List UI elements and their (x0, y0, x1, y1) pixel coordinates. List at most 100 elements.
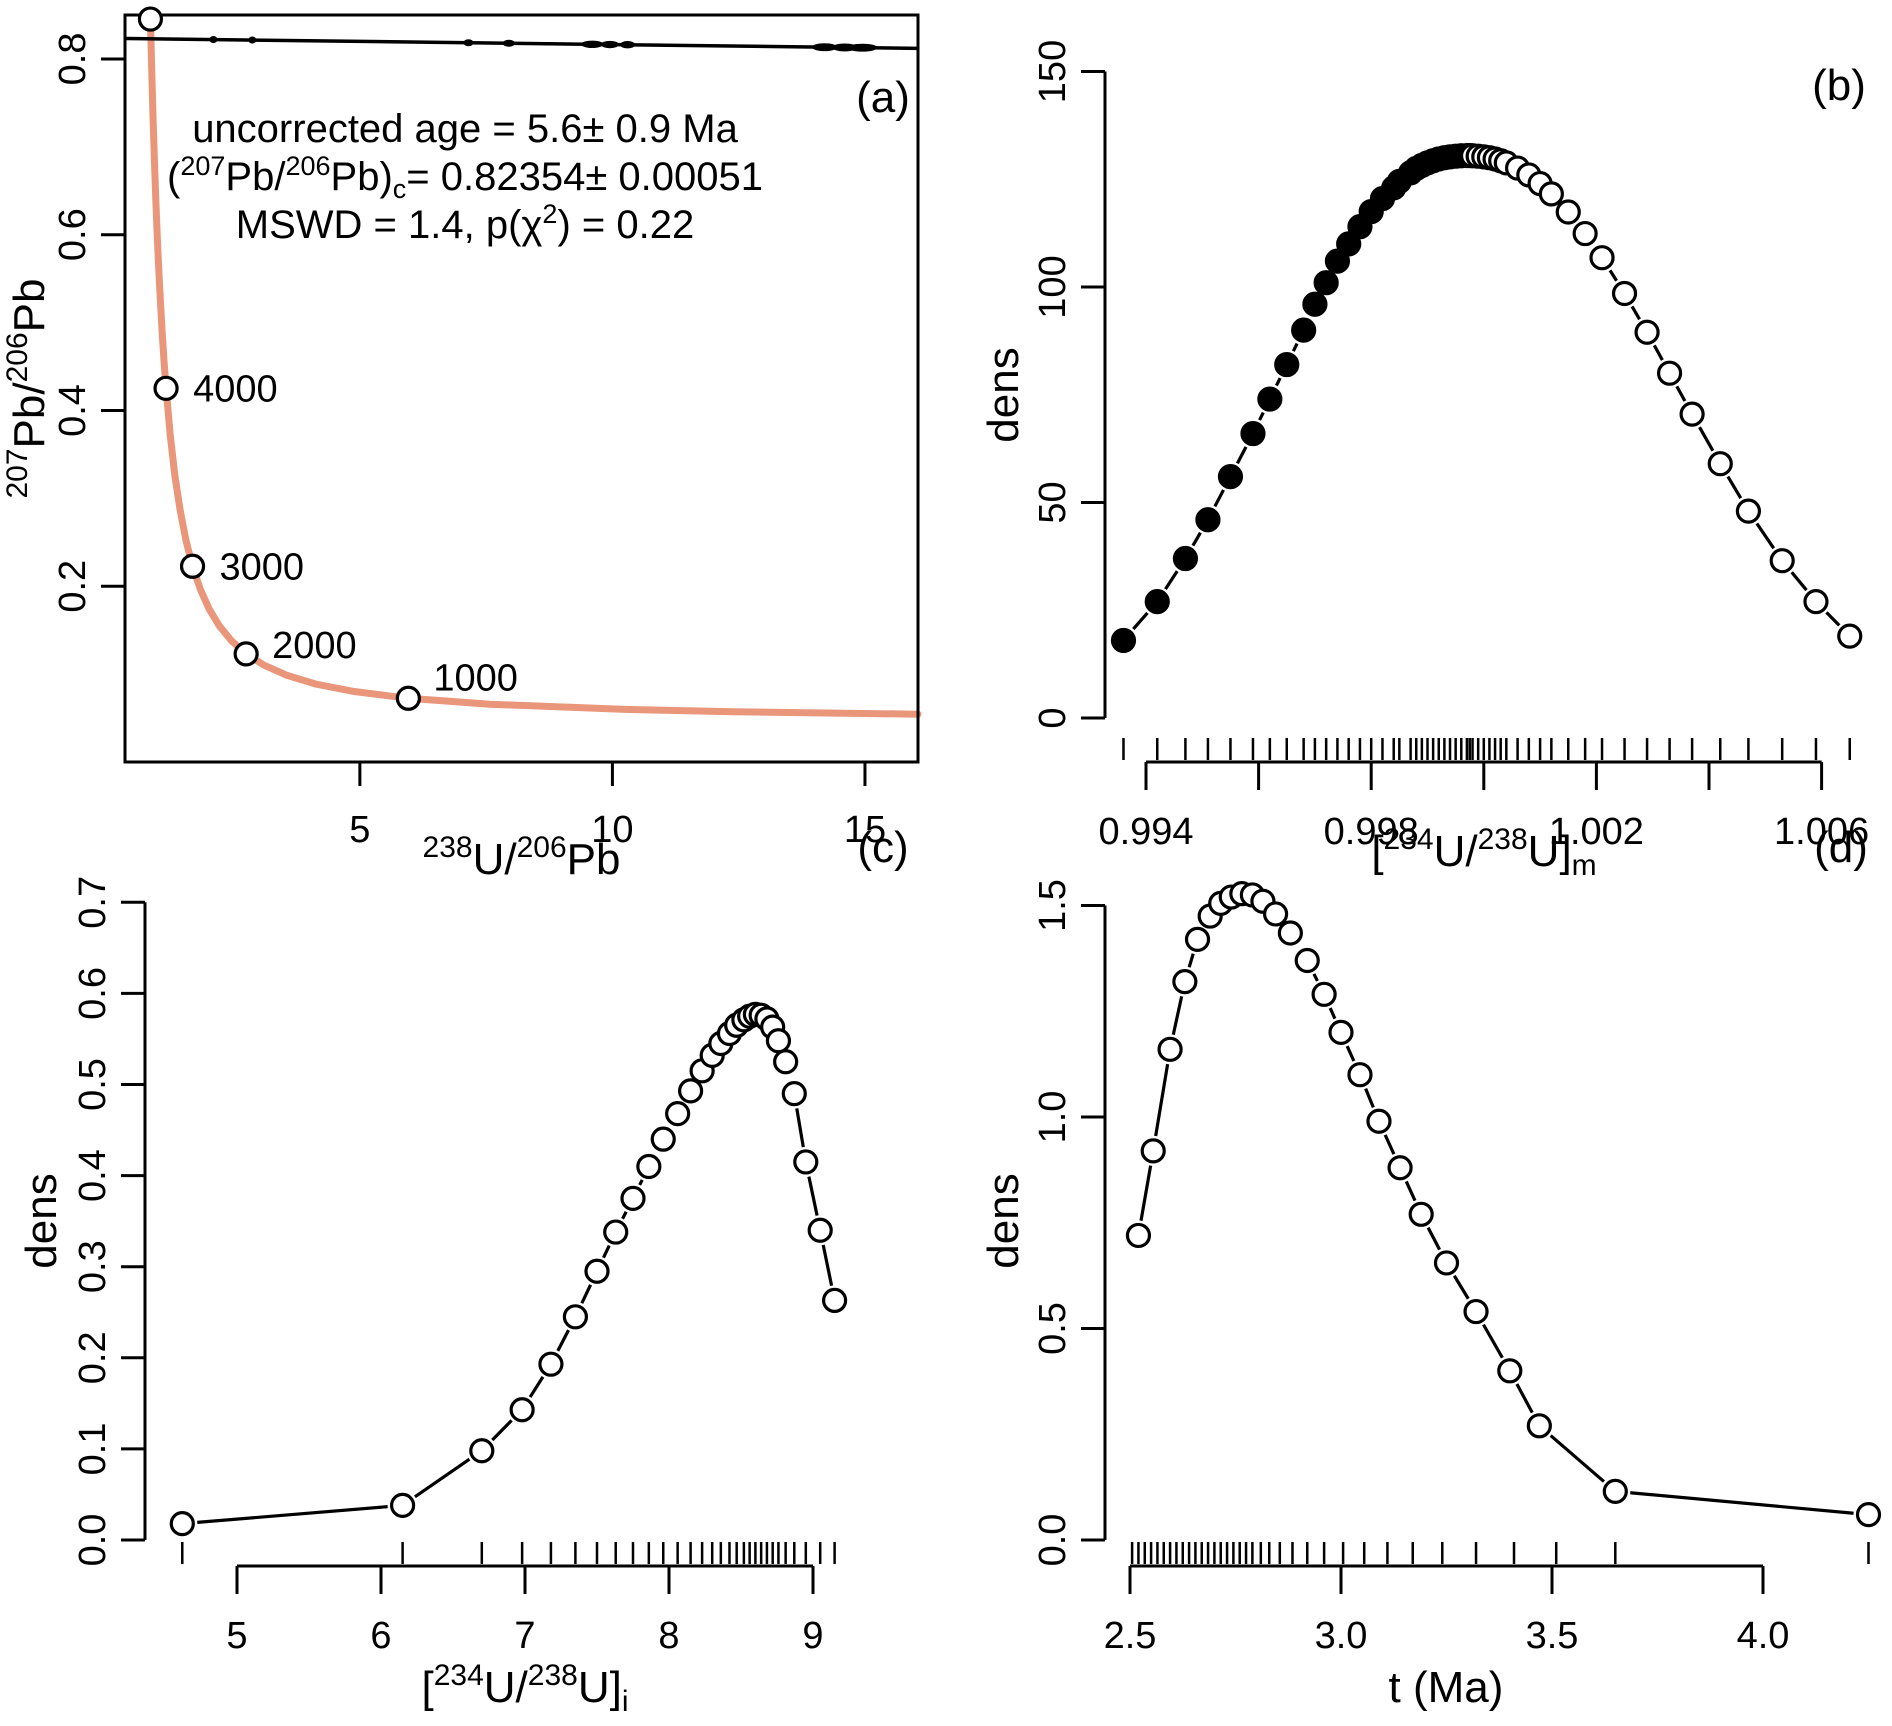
panel-b-y-axis-title: dens (979, 347, 1028, 442)
open-point (1497, 1358, 1523, 1384)
filled-point (1302, 291, 1328, 317)
isochron-line (124, 36, 919, 51)
open-point (781, 1081, 807, 1107)
y-tick-label: 0.0 (72, 1514, 114, 1567)
density-points (1125, 881, 1882, 1528)
y-tick-label: 0.3 (72, 1240, 114, 1293)
panel-a-y-axis-title: 207Pb/206Pb (1, 279, 54, 499)
x-tick-label: 1.006 (1774, 811, 1869, 853)
open-point (1140, 1138, 1166, 1164)
filled-point (1240, 420, 1266, 447)
x-tick-label: 3.5 (1526, 1615, 1579, 1657)
y-axis: 0.0 0.1 0.2 0.3 0.4 0.5 0.6 0.7 (72, 876, 147, 1567)
open-point (1125, 1222, 1152, 1249)
open-point (807, 1217, 833, 1243)
open-point (1294, 947, 1320, 974)
concordia-age-markers: 1000 2000 3000 4000 (137, 6, 518, 711)
data-ellipse (502, 39, 515, 47)
x-axis: 5 6 7 8 9 (226, 1564, 824, 1657)
y-tick-label: 0.2 (52, 560, 94, 613)
panel-a: 5 10 15 0.2 0.4 0.6 0.8 1000 2000 3000 4000 uncorre… (1, 6, 922, 884)
y-tick-label: 0.6 (52, 208, 94, 261)
y-tick-label: 1.5 (1032, 879, 1074, 932)
y-tick-label: 0.5 (1032, 1302, 1074, 1355)
open-point (1634, 319, 1660, 345)
open-point (1602, 1478, 1628, 1504)
panel-a-x-axis-title: 238U/206Pb (423, 831, 621, 884)
density-points (1110, 142, 1863, 654)
x-tick-label: 3.0 (1315, 1615, 1368, 1657)
open-point (1769, 548, 1795, 574)
open-point (562, 1304, 589, 1330)
x-tick-label: 5 (349, 809, 370, 851)
data-ellipse (209, 36, 218, 44)
x-tick-label: 7 (514, 1615, 535, 1657)
panel-c-x-axis-title: [234U/238U]i (421, 1659, 628, 1718)
age-marker-label: 1000 (433, 657, 518, 699)
y-tick-label: 0.1 (72, 1422, 114, 1475)
open-point (1589, 245, 1615, 271)
y-tick-label: 0.8 (52, 33, 94, 86)
y-tick-label: 0.0 (1032, 1514, 1074, 1567)
open-point (1172, 969, 1198, 995)
data-ellipse (847, 43, 878, 52)
filled-point (1195, 507, 1221, 533)
open-point (1837, 623, 1863, 649)
age-marker-circle (233, 641, 259, 667)
x-tick-label: 0.998 (1324, 811, 1419, 853)
open-point (793, 1149, 819, 1175)
filled-point (1110, 627, 1137, 654)
open-point (509, 1397, 535, 1423)
panel-d: 0.0 0.5 1.0 1.5 2.5 3.0 3.5 4.0 t (Ma) dens (d) (979, 823, 1882, 1712)
y-axis: 0.0 0.5 1.0 1.5 (1032, 879, 1107, 1567)
data-ellipse (811, 43, 838, 52)
x-tick-label: 9 (802, 1615, 823, 1657)
open-point (1855, 1502, 1882, 1528)
age-marker-circle (137, 6, 164, 32)
x-tick-label: 4.0 (1737, 1615, 1790, 1657)
y-tick-label: 0.7 (72, 876, 114, 929)
y-tick-label: 0.6 (72, 967, 114, 1020)
y-tick-label: 0 (1032, 707, 1074, 728)
open-point (1311, 981, 1337, 1007)
panel-d-y-axis-title: dens (979, 1173, 1028, 1268)
open-point (650, 1126, 676, 1152)
x-tick-label: 8 (658, 1615, 679, 1657)
open-point (1463, 1298, 1489, 1325)
y-tick-label: 0.5 (72, 1058, 114, 1111)
open-point (1262, 901, 1289, 927)
panel-b: 0 50 100 150 0.994 0.998 1.002 1.006 [234U/238U]… (979, 40, 1869, 882)
open-point (1526, 1413, 1552, 1439)
y-tick-label: 0.4 (52, 384, 94, 437)
x-tick-label: 6 (370, 1615, 391, 1657)
annotation-line-3: MSWD = 1.4, p(χ2) = 0.22 (236, 199, 694, 247)
open-point (169, 1511, 195, 1537)
open-point (677, 1078, 704, 1104)
open-point (1157, 1036, 1183, 1062)
panel-letter-b: (b) (1812, 61, 1866, 110)
open-point (1707, 451, 1733, 477)
open-point (1387, 1155, 1413, 1181)
data-ellipse (581, 40, 604, 48)
open-point (821, 1287, 848, 1314)
open-point (773, 1049, 799, 1075)
panel-c: 0.0 0.1 0.2 0.3 0.4 0.5 0.6 0.7 5 6 7 8 9 [234U/238U]… (17, 823, 909, 1718)
open-point (1328, 1019, 1354, 1046)
x-tick-label: 5 (226, 1615, 247, 1657)
open-point (1347, 1062, 1373, 1088)
open-point (1679, 401, 1705, 427)
y-tick-label: 0.2 (72, 1331, 114, 1384)
open-point (1433, 1250, 1460, 1276)
y-tick-label: 150 (1032, 40, 1074, 103)
density-line-segments (1139, 953, 1854, 1515)
filled-point (1324, 248, 1351, 274)
panel-b-x-axis-title: [234U/238U]m (1371, 823, 1596, 882)
open-point (1803, 589, 1829, 615)
open-point (1184, 926, 1211, 952)
x-tick-label: 10 (591, 809, 633, 851)
panel-letter-d: (d) (1814, 823, 1868, 872)
regression-annotation: uncorrected age = 5.6± 0.9 Ma(207Pb/206P… (167, 107, 763, 247)
x-tick-label: 15 (844, 809, 886, 851)
open-point (1735, 498, 1762, 524)
